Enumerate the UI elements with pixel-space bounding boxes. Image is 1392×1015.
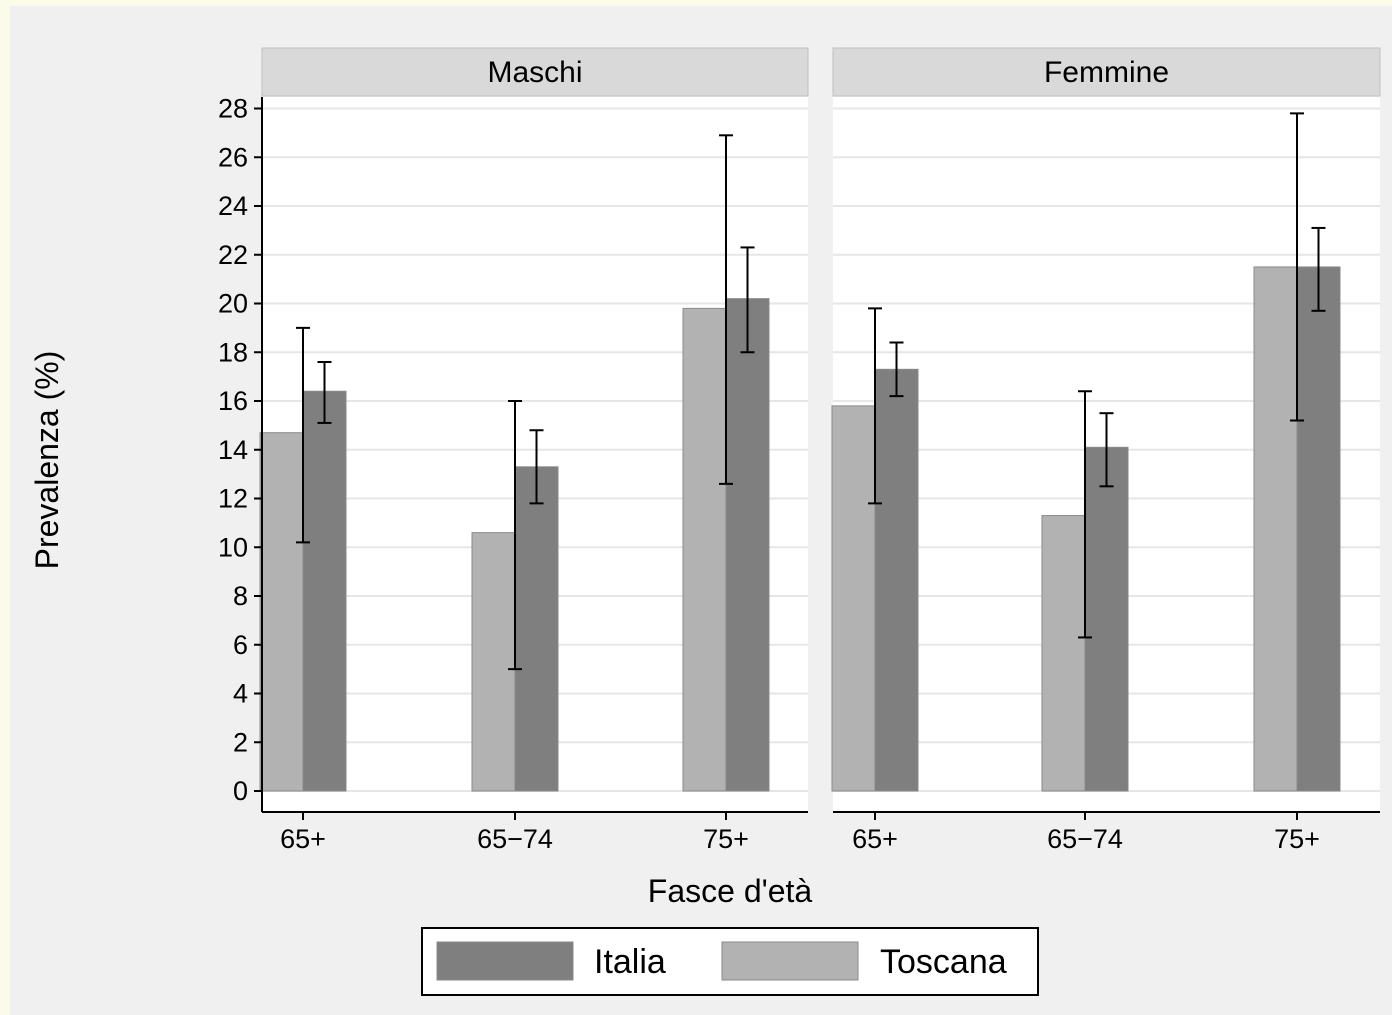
bar-toscana-0-1 <box>471 532 516 792</box>
bar-toscana-1-0 <box>831 405 876 792</box>
y-tick-label: 18 <box>218 337 248 367</box>
bar-italia-0-0 <box>302 390 347 792</box>
bar-toscana-0-2 <box>682 307 727 792</box>
error-bar-italia-1-1 <box>1099 412 1114 488</box>
legend-swatch-toscana <box>721 941 859 981</box>
y-tick-label: 4 <box>233 679 248 709</box>
panels: Maschi 65+ 65−74 75+ Femmine 65+ 65−74 75+ <box>259 47 1381 854</box>
y-tick-label: 8 <box>233 581 248 611</box>
bar-toscana-1-2 <box>1253 266 1298 792</box>
error-bar-italia-0-2 <box>740 246 755 354</box>
y-tick-label: 24 <box>218 191 248 221</box>
y-tick-label: 6 <box>233 630 248 660</box>
y-axis-title: Prevalenza (%) <box>29 351 65 570</box>
error-bar-toscana-1-2 <box>1290 112 1304 422</box>
x-tick-label: 75+ <box>703 824 749 854</box>
panel-header-0 <box>261 47 809 97</box>
y-tick-label: 20 <box>218 289 248 319</box>
panel-title-0: Maschi <box>487 56 582 89</box>
x-tick-label: 75+ <box>1274 824 1320 854</box>
bar-italia-1-2 <box>1296 266 1341 792</box>
bar-toscana-1-1 <box>1041 515 1086 792</box>
legend-swatch-italia <box>436 941 574 981</box>
error-bar-toscana-1-0 <box>868 307 882 505</box>
bar-italia-1-0 <box>874 368 919 792</box>
legend-label-toscana: Toscana <box>880 943 1007 981</box>
bar-italia-1-1 <box>1084 446 1129 792</box>
panel-0: Maschi 65+ 65−74 75+ <box>259 47 809 854</box>
error-bar-italia-0-1 <box>529 429 544 505</box>
y-tick-label: 0 <box>233 776 248 806</box>
y-tick-label: 26 <box>218 142 248 172</box>
error-bar-toscana-0-2 <box>719 134 733 485</box>
panel-1: Femmine 65+ 65−74 75+ <box>831 47 1381 854</box>
panel-title-1: Femmine <box>1044 56 1169 89</box>
error-bar-italia-1-2 <box>1311 226 1326 312</box>
legend: Italia Toscana <box>421 927 1039 996</box>
bar-italia-0-2 <box>725 298 770 792</box>
bar-toscana-0-0 <box>259 432 304 792</box>
y-tick-label: 22 <box>218 240 248 270</box>
error-bar-toscana-0-1 <box>508 400 522 671</box>
y-tick-label: 28 <box>218 94 248 124</box>
bar-italia-0-1 <box>514 466 559 792</box>
legend-label-italia: Italia <box>594 943 666 981</box>
error-bar-italia-1-0 <box>889 341 904 398</box>
panel-header-1 <box>832 47 1381 97</box>
error-bar-italia-0-0 <box>317 361 332 424</box>
y-tick-label: 14 <box>218 435 248 465</box>
y-tick-label: 16 <box>218 386 248 416</box>
y-tick-label: 2 <box>233 727 248 757</box>
y-tick-label: 12 <box>218 484 248 514</box>
x-tick-label: 65−74 <box>1047 824 1123 854</box>
x-tick-label: 65−74 <box>477 824 553 854</box>
x-tick-label: 65+ <box>852 824 898 854</box>
y-tick-label: 10 <box>218 532 248 562</box>
x-axis-title: Fasce d'età <box>648 873 813 909</box>
x-tick-label: 65+ <box>280 824 326 854</box>
error-bar-toscana-0-0 <box>296 326 310 544</box>
error-bar-toscana-1-1 <box>1078 390 1092 639</box>
